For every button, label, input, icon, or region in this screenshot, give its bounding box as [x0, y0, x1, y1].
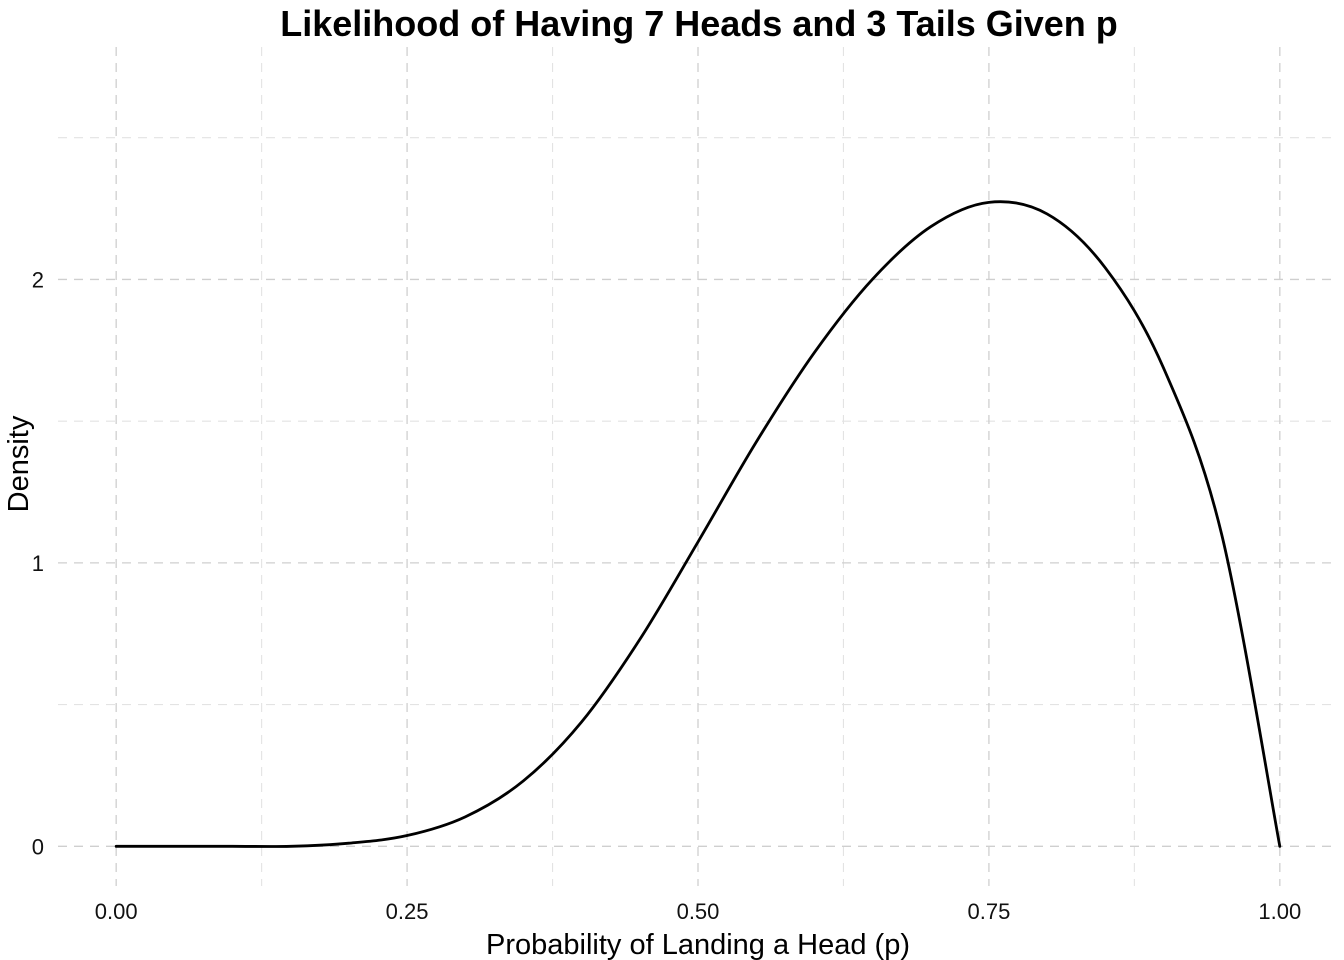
- y-axis-ticks: 0 1 2: [32, 267, 44, 859]
- x-tick-label: 0.00: [95, 899, 138, 924]
- x-axis-ticks: 0.00 0.25 0.50 0.75 1.00: [95, 899, 1301, 924]
- y-tick-label: 1: [32, 551, 44, 576]
- y-axis-title: Density: [3, 415, 35, 512]
- x-axis-title: Probability of Landing a Head (p): [486, 929, 910, 960]
- x-tick-label: 0.75: [967, 899, 1010, 924]
- y-tick-label: 2: [32, 267, 44, 292]
- series-line: [114, 200, 1282, 848]
- x-tick-label: 1.00: [1258, 899, 1301, 924]
- grid: [58, 47, 1338, 886]
- chart-title: Likelihood of Having 7 Heads and 3 Tails…: [280, 3, 1118, 44]
- series-layer: [114, 200, 1282, 848]
- x-tick-label: 0.50: [677, 899, 720, 924]
- y-tick-label: 0: [32, 834, 44, 859]
- x-tick-label: 0.25: [386, 899, 429, 924]
